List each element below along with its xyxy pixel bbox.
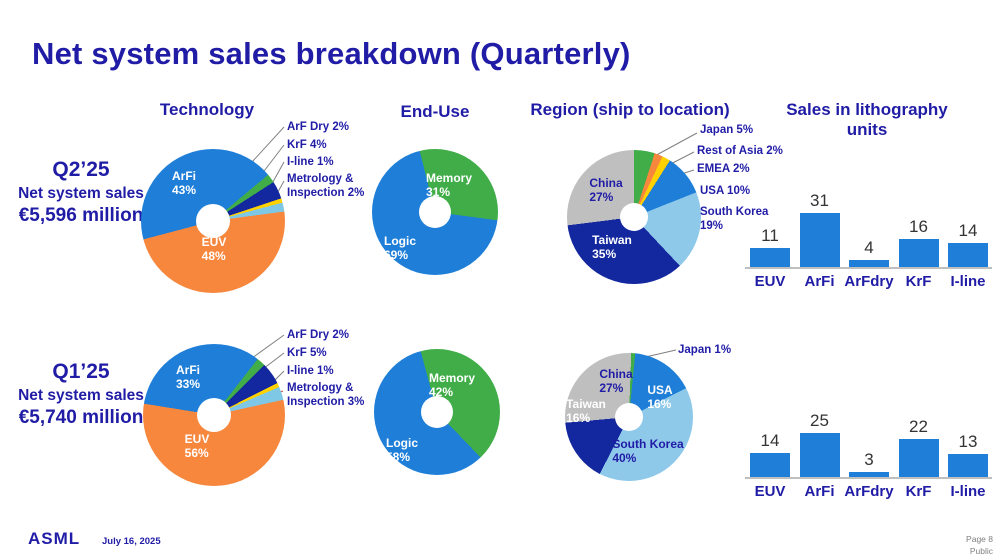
q2-litho-bar-I-line (948, 242, 988, 267)
q2-litho-value-ArFdry: 4 (864, 238, 874, 257)
q1-region-slice-label: China 27% (599, 367, 633, 395)
q1-enduse-donut (374, 349, 500, 475)
q2-litho-bar-ArFi (799, 212, 840, 267)
q1-technology-slice-label: ArFi 33% (175, 363, 201, 391)
q1-litho-bar-I-line (948, 454, 988, 477)
q2-litho-category-ArFdry: ArFdry (844, 273, 894, 290)
quarter-label-q2: Q2’25 (52, 158, 110, 181)
q1-region-slice-label: South Korea 40% (612, 437, 684, 465)
sales-amount-q2: €5,596 million (18, 205, 144, 226)
q2-litho-bar-KrF (898, 239, 939, 267)
q1-litho-value-ArFi: 25 (810, 411, 829, 431)
q1-litho-value-ArFdry: 3 (864, 449, 874, 469)
q2-litho-category-EUV: EUV (754, 273, 786, 290)
row-label-q1-25: Q1’25 Net system sales €5,740 million (5, 360, 157, 429)
net-system-sales-label-q2: Net system sales (18, 185, 144, 202)
q2-enduse-hole (419, 196, 451, 228)
q2-technology-callout-1: KrF 4% (287, 139, 327, 151)
q2-region-slice-label: China 27% (589, 176, 623, 204)
q2-litho-category-KrF: KrF (905, 273, 932, 290)
q2-litho-axis (745, 267, 992, 269)
q1-litho-value-EUV: 14 (760, 430, 780, 450)
q2-technology-hole (196, 204, 230, 238)
q2-technology-slice-label: ArFi 43% (171, 169, 197, 197)
q2-region-callout-4: South Korea 19% (700, 206, 769, 232)
q1-litho-category-ArFi: ArFi (804, 483, 835, 500)
q1-technology-slice-label: EUV 56% (184, 432, 210, 460)
classification-label: Public (969, 545, 993, 556)
q1-enduse-slice-label: Memory 42% (428, 371, 476, 399)
q2-litho-value-I-line: 14 (958, 220, 978, 240)
q2-litho-bar-ArFdry (849, 260, 889, 267)
q1-enduse-hole (421, 396, 453, 428)
column-header-litho-units: Sales in lithography units (786, 100, 948, 139)
q1-technology-donut (143, 344, 285, 486)
q2-litho-category-ArFi: ArFi (804, 273, 835, 290)
q1-litho-category-KrF: KrF (905, 483, 932, 500)
q1-litho-bar-EUV (750, 452, 790, 477)
q2-enduse-slice-label: Memory 31% (425, 171, 473, 199)
q1-litho-axis (745, 477, 992, 479)
q1-litho-category-I-line: I-line (950, 483, 986, 500)
q2-region-callout-3: USA 10% (700, 185, 751, 197)
q1-litho-value-I-line: 13 (958, 432, 978, 452)
q1-litho-bar-KrF (898, 438, 939, 477)
q1-litho-value-KrF: 22 (909, 416, 928, 436)
quarter-label-q1: Q1’25 (52, 360, 110, 383)
sales-amount-q1: €5,740 million (18, 407, 144, 428)
q2-region-donut (567, 150, 701, 284)
q1-technology-callout-0: ArF Dry 2% (287, 329, 349, 341)
q2-technology-callout-3: Metrology & Inspection 2% (287, 173, 365, 199)
q1-region-hole (615, 403, 643, 431)
column-header-region: Region (ship to location) (530, 100, 730, 119)
q2-litho-value-KrF: 16 (909, 217, 928, 236)
q1-technology-callout-3: Metrology & Inspection 3% (287, 382, 365, 408)
q1-region-slice-label: USA 16% (647, 383, 673, 411)
q2-litho-value-EUV: 11 (761, 225, 779, 245)
q2-litho-value-ArFi: 31 (810, 190, 829, 210)
q1-region-donut (565, 353, 693, 481)
q2-region-hole (620, 203, 648, 231)
page-title: Net system sales breakdown (Quarterly) (32, 36, 631, 71)
q2-litho-category-I-line: I-line (950, 273, 986, 290)
q2-region-callout-0: Japan 5% (700, 124, 754, 136)
q1-technology-callout-2: I-line 1% (287, 365, 334, 377)
net-system-sales-label-q1: Net system sales (18, 387, 144, 404)
row-label-q2-25: Q2’25 Net system sales €5,596 million (5, 158, 157, 227)
q2-region-slice-label: Taiwan 35% (592, 233, 632, 261)
q1-litho-bar-ArFi (799, 433, 840, 477)
asml-logo: ASML (28, 529, 81, 548)
q1-litho-category-EUV: EUV (754, 483, 786, 500)
column-header-technology: Technology (159, 100, 255, 119)
page-number: Page 8 (966, 534, 993, 544)
q2-enduse-slice-label: Logic 69% (384, 234, 416, 262)
q2-technology-donut (141, 149, 285, 293)
q2-technology-callout-2: I-line 1% (287, 156, 334, 168)
q2-technology-callout-0: ArF Dry 2% (287, 121, 349, 133)
q1-litho-bar-ArFdry (849, 471, 889, 477)
q1-technology-hole (197, 398, 231, 432)
q1-litho-category-ArFdry: ArFdry (844, 483, 894, 500)
q1-region-slice-label: Taiwan 16% (566, 397, 606, 425)
q2-region-callout-2: EMEA 2% (697, 163, 750, 175)
column-header-end-use: End-Use (400, 102, 470, 121)
q2-region-callout-1: Rest of Asia 2% (697, 145, 783, 157)
q1-enduse-slice-label: Logic 58% (386, 436, 418, 464)
q1-technology-callout-1: KrF 5% (287, 347, 327, 359)
q2-enduse-donut (372, 149, 498, 275)
footer-date: July 16, 2025 (102, 536, 161, 547)
q2-technology-slice-label: EUV 48% (201, 235, 227, 263)
q1-region-callout-0: Japan 1% (678, 344, 732, 356)
q2-litho-bar-EUV (750, 247, 790, 267)
page-info: Page 8 Public (966, 534, 993, 558)
